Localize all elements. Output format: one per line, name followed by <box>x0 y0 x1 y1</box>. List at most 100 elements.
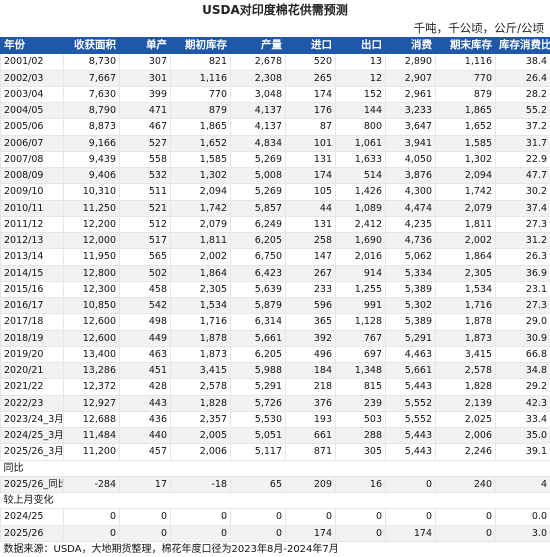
table-cell: 12,600 <box>64 314 120 330</box>
table-cell: 2,139 <box>436 395 496 411</box>
table-cell: 47.7 <box>496 168 550 184</box>
table-cell: 144 <box>336 103 386 119</box>
table-cell: 449 <box>120 330 171 346</box>
table-cell: 1,128 <box>336 314 386 330</box>
table-cell: 2,305 <box>436 265 496 281</box>
table-cell: 2,079 <box>171 216 231 232</box>
table-cell: 26.3 <box>496 249 550 265</box>
table-cell: 12,000 <box>64 233 120 249</box>
col-header-beginning-stock: 期初库存 <box>171 38 231 54</box>
table-cell: 4,474 <box>386 200 436 216</box>
table-cell: 29.0 <box>496 314 550 330</box>
table-cell: 193 <box>286 411 336 427</box>
table-cell: 5,443 <box>386 428 436 444</box>
table-cell: 55.2 <box>496 103 550 119</box>
row-year-cell: 2017/18 <box>1 314 64 330</box>
table-cell: 23.1 <box>496 281 550 297</box>
table-cell: 27.3 <box>496 216 550 232</box>
table-cell: 5,726 <box>231 395 286 411</box>
table-cell: 7,667 <box>64 70 120 86</box>
table-cell: 1,828 <box>436 379 496 395</box>
table-cell: 596 <box>286 298 336 314</box>
table-cell: 6,423 <box>231 265 286 281</box>
table-cell: 6,249 <box>231 216 286 232</box>
header-row: 年份 收获面积 单产 期初库存 产量 进口 出口 消费 期末库存 库存消费比 <box>1 38 550 54</box>
table-cell: 101 <box>286 135 336 151</box>
table-cell: 1,302 <box>436 151 496 167</box>
table-cell: 30.2 <box>496 184 550 200</box>
table-cell: 11,484 <box>64 428 120 444</box>
table-cell: 5,051 <box>231 428 286 444</box>
table-cell: 1,811 <box>436 216 496 232</box>
table-cell: 502 <box>120 265 171 281</box>
table-cell: 105 <box>286 184 336 200</box>
table-cell: 152 <box>336 86 386 102</box>
table-cell: 4,463 <box>386 346 436 362</box>
table-cell: 4,137 <box>231 119 286 135</box>
table-cell: 1,878 <box>436 314 496 330</box>
row-year-cell: 2002/03 <box>1 70 64 86</box>
table-cell: 12,600 <box>64 330 120 346</box>
table-cell: 66.8 <box>496 346 550 362</box>
row-year-cell: 2010/11 <box>1 200 64 216</box>
table-cell: 239 <box>336 395 386 411</box>
source-footnote: 数据来源：USDA，大地期货整理，棉花年度口径为2023年8月-2024年7月 <box>1 541 550 557</box>
table-cell: 5,530 <box>231 411 286 427</box>
row-year-cell: 2020/21 <box>1 363 64 379</box>
table-cell: 451 <box>120 363 171 379</box>
table-cell: 0 <box>231 525 286 541</box>
col-header-exports: 出口 <box>336 38 386 54</box>
table-cell: 1,534 <box>171 298 231 314</box>
table-cell: 65 <box>231 476 286 492</box>
table-cell: 503 <box>336 411 386 427</box>
table-cell: 174 <box>286 86 336 102</box>
table-cell: 365 <box>286 314 336 330</box>
table-cell: 0 <box>171 509 231 525</box>
table-cell: 1,348 <box>336 363 386 379</box>
table-cell: 209 <box>286 476 336 492</box>
row-year-cell: 2008/09 <box>1 168 64 184</box>
table-cell: 5,269 <box>231 184 286 200</box>
table-cell: 440 <box>120 428 171 444</box>
table-cell: 9,406 <box>64 168 120 184</box>
table-cell: 26.4 <box>496 70 550 86</box>
table-cell: 265 <box>286 70 336 86</box>
table-cell: 815 <box>336 379 386 395</box>
row-year-cell: 2013/14 <box>1 249 64 265</box>
table-cell: 31.2 <box>496 233 550 249</box>
table-cell: 2,578 <box>171 379 231 395</box>
table-cell: 1,426 <box>336 184 386 200</box>
table-cell: 1,585 <box>436 135 496 151</box>
table-cell: 13 <box>336 54 386 70</box>
table-cell: 176 <box>286 103 336 119</box>
table-cell: -18 <box>171 476 231 492</box>
table-cell: 4,834 <box>231 135 286 151</box>
table-cell: 879 <box>436 86 496 102</box>
table-cell: 6,750 <box>231 249 286 265</box>
table-cell: 2,094 <box>171 184 231 200</box>
table-cell: 2,578 <box>436 363 496 379</box>
table-cell: 2,890 <box>386 54 436 70</box>
table-cell: 1,865 <box>171 119 231 135</box>
table-cell: 42.3 <box>496 395 550 411</box>
table-cell: 565 <box>120 249 171 265</box>
table-cell: 443 <box>120 395 171 411</box>
table-cell: 2,094 <box>436 168 496 184</box>
table-cell: 1,828 <box>171 395 231 411</box>
table-cell: 520 <box>286 54 336 70</box>
table-cell: 514 <box>336 168 386 184</box>
table-cell: 0 <box>64 509 120 525</box>
table-cell: 697 <box>336 346 386 362</box>
table-cell: 436 <box>120 411 171 427</box>
table-cell: 131 <box>286 216 336 232</box>
